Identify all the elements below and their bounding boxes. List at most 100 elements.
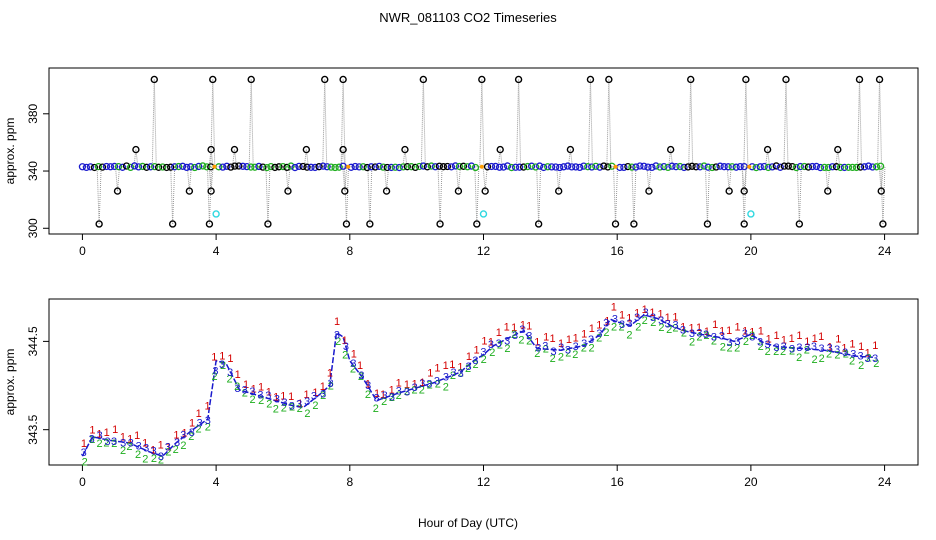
spike-point bbox=[478, 75, 486, 84]
data-point bbox=[540, 163, 548, 172]
data-point bbox=[323, 163, 331, 171]
series-1-point: 1 bbox=[496, 327, 502, 339]
series-3-point: 3 bbox=[512, 330, 518, 342]
series-2-point: 2 bbox=[396, 390, 402, 402]
series-2-point: 2 bbox=[373, 403, 379, 415]
series-3-point: 3 bbox=[143, 442, 149, 454]
spike-trace bbox=[538, 166, 542, 225]
series-1-point: 1 bbox=[158, 439, 164, 451]
series-2-point: 2 bbox=[611, 322, 617, 334]
series-3-point: 3 bbox=[374, 392, 380, 404]
series-3-point: 3 bbox=[535, 343, 541, 355]
data-point bbox=[808, 162, 817, 171]
spike-point bbox=[703, 220, 712, 228]
series-1-point: 1 bbox=[104, 427, 110, 439]
series-1-point: 1 bbox=[243, 379, 249, 391]
spike-trace bbox=[646, 166, 650, 192]
data-point bbox=[195, 162, 203, 171]
series-3-point: 3 bbox=[558, 342, 564, 354]
data-point bbox=[291, 163, 299, 172]
spike-point bbox=[763, 145, 772, 154]
spike-trace bbox=[796, 166, 800, 225]
spike-trace bbox=[170, 166, 174, 225]
data-point bbox=[447, 163, 456, 171]
series-2-point: 2 bbox=[465, 363, 471, 375]
series-3-point: 3 bbox=[719, 330, 725, 342]
series-3-point: 3 bbox=[466, 361, 472, 373]
series-2-point: 2 bbox=[188, 431, 194, 443]
data-point bbox=[860, 163, 869, 171]
data-point bbox=[628, 163, 636, 171]
spike-trace bbox=[785, 79, 789, 167]
data-point bbox=[455, 162, 464, 171]
series-3-point: 3 bbox=[136, 440, 142, 452]
series-3-point: 3 bbox=[434, 376, 440, 388]
series-3-point: 3 bbox=[404, 386, 410, 398]
series-3-point: 3 bbox=[235, 383, 241, 395]
series-1-point: 1 bbox=[488, 336, 494, 348]
spike-trace bbox=[606, 79, 610, 167]
series-3-point: 3 bbox=[703, 329, 709, 341]
series-3-point: 3 bbox=[412, 382, 418, 394]
data-point bbox=[503, 162, 512, 170]
series-3-point: 3 bbox=[311, 390, 317, 402]
series-1-point: 1 bbox=[134, 430, 140, 442]
series-3-point: 3 bbox=[205, 415, 211, 427]
series-1-point: 1 bbox=[457, 362, 463, 374]
y-tick-label: 343.5 bbox=[26, 414, 40, 444]
spike-point bbox=[341, 187, 349, 195]
data-point bbox=[219, 163, 227, 171]
series-3-point: 3 bbox=[726, 337, 732, 349]
spike-trace bbox=[484, 166, 488, 192]
series-3-point: 3 bbox=[504, 335, 510, 347]
series-3-point: 3 bbox=[350, 358, 356, 370]
spike-point bbox=[230, 145, 239, 154]
data-point bbox=[836, 163, 845, 172]
data-point bbox=[664, 163, 672, 172]
series-3-point: 3 bbox=[757, 337, 763, 349]
series-2-point: 2 bbox=[135, 449, 141, 461]
series-2-point: 2 bbox=[489, 347, 495, 359]
series-1-point: 1 bbox=[573, 333, 579, 345]
series-2-point: 2 bbox=[758, 341, 764, 353]
series-3-point: 3 bbox=[97, 430, 103, 442]
series-1-point: 1 bbox=[558, 338, 564, 350]
series-3-point: 3 bbox=[165, 442, 171, 454]
data-point bbox=[339, 162, 347, 170]
series-2-point: 2 bbox=[404, 386, 410, 398]
series-1-point: 1 bbox=[841, 342, 847, 354]
data-point bbox=[150, 163, 159, 171]
data-point bbox=[676, 162, 684, 171]
series-2-point: 2 bbox=[435, 378, 441, 390]
data-point bbox=[644, 163, 652, 171]
spike-trace bbox=[117, 166, 121, 192]
data-point bbox=[395, 163, 403, 172]
data-point bbox=[275, 163, 283, 171]
series-3-point: 3 bbox=[426, 379, 432, 391]
spike-point bbox=[207, 145, 215, 154]
spike-trace bbox=[367, 166, 371, 225]
spike-point bbox=[247, 75, 255, 84]
series-1-point: 1 bbox=[150, 444, 156, 456]
data-point bbox=[523, 162, 532, 171]
data-point bbox=[636, 162, 644, 170]
spike-trace bbox=[516, 79, 520, 167]
data-point bbox=[411, 163, 419, 172]
series-2-point: 2 bbox=[511, 329, 517, 341]
gap-marker bbox=[613, 164, 618, 169]
spike-trace bbox=[743, 166, 747, 225]
series-3-point: 3 bbox=[265, 390, 271, 402]
spike-point bbox=[879, 220, 887, 228]
series-1-point: 1 bbox=[526, 320, 532, 332]
spike-point bbox=[725, 187, 733, 195]
data-point bbox=[824, 163, 833, 172]
spike-point bbox=[855, 75, 864, 84]
series-3-point: 3 bbox=[174, 437, 180, 449]
data-point bbox=[576, 163, 584, 172]
data-point bbox=[259, 163, 267, 171]
y-tick-label: 300 bbox=[26, 218, 40, 238]
data-point bbox=[403, 163, 411, 171]
series-3-point: 3 bbox=[128, 437, 134, 449]
series-1-point: 1 bbox=[219, 351, 225, 363]
series-2-point: 2 bbox=[581, 342, 587, 354]
